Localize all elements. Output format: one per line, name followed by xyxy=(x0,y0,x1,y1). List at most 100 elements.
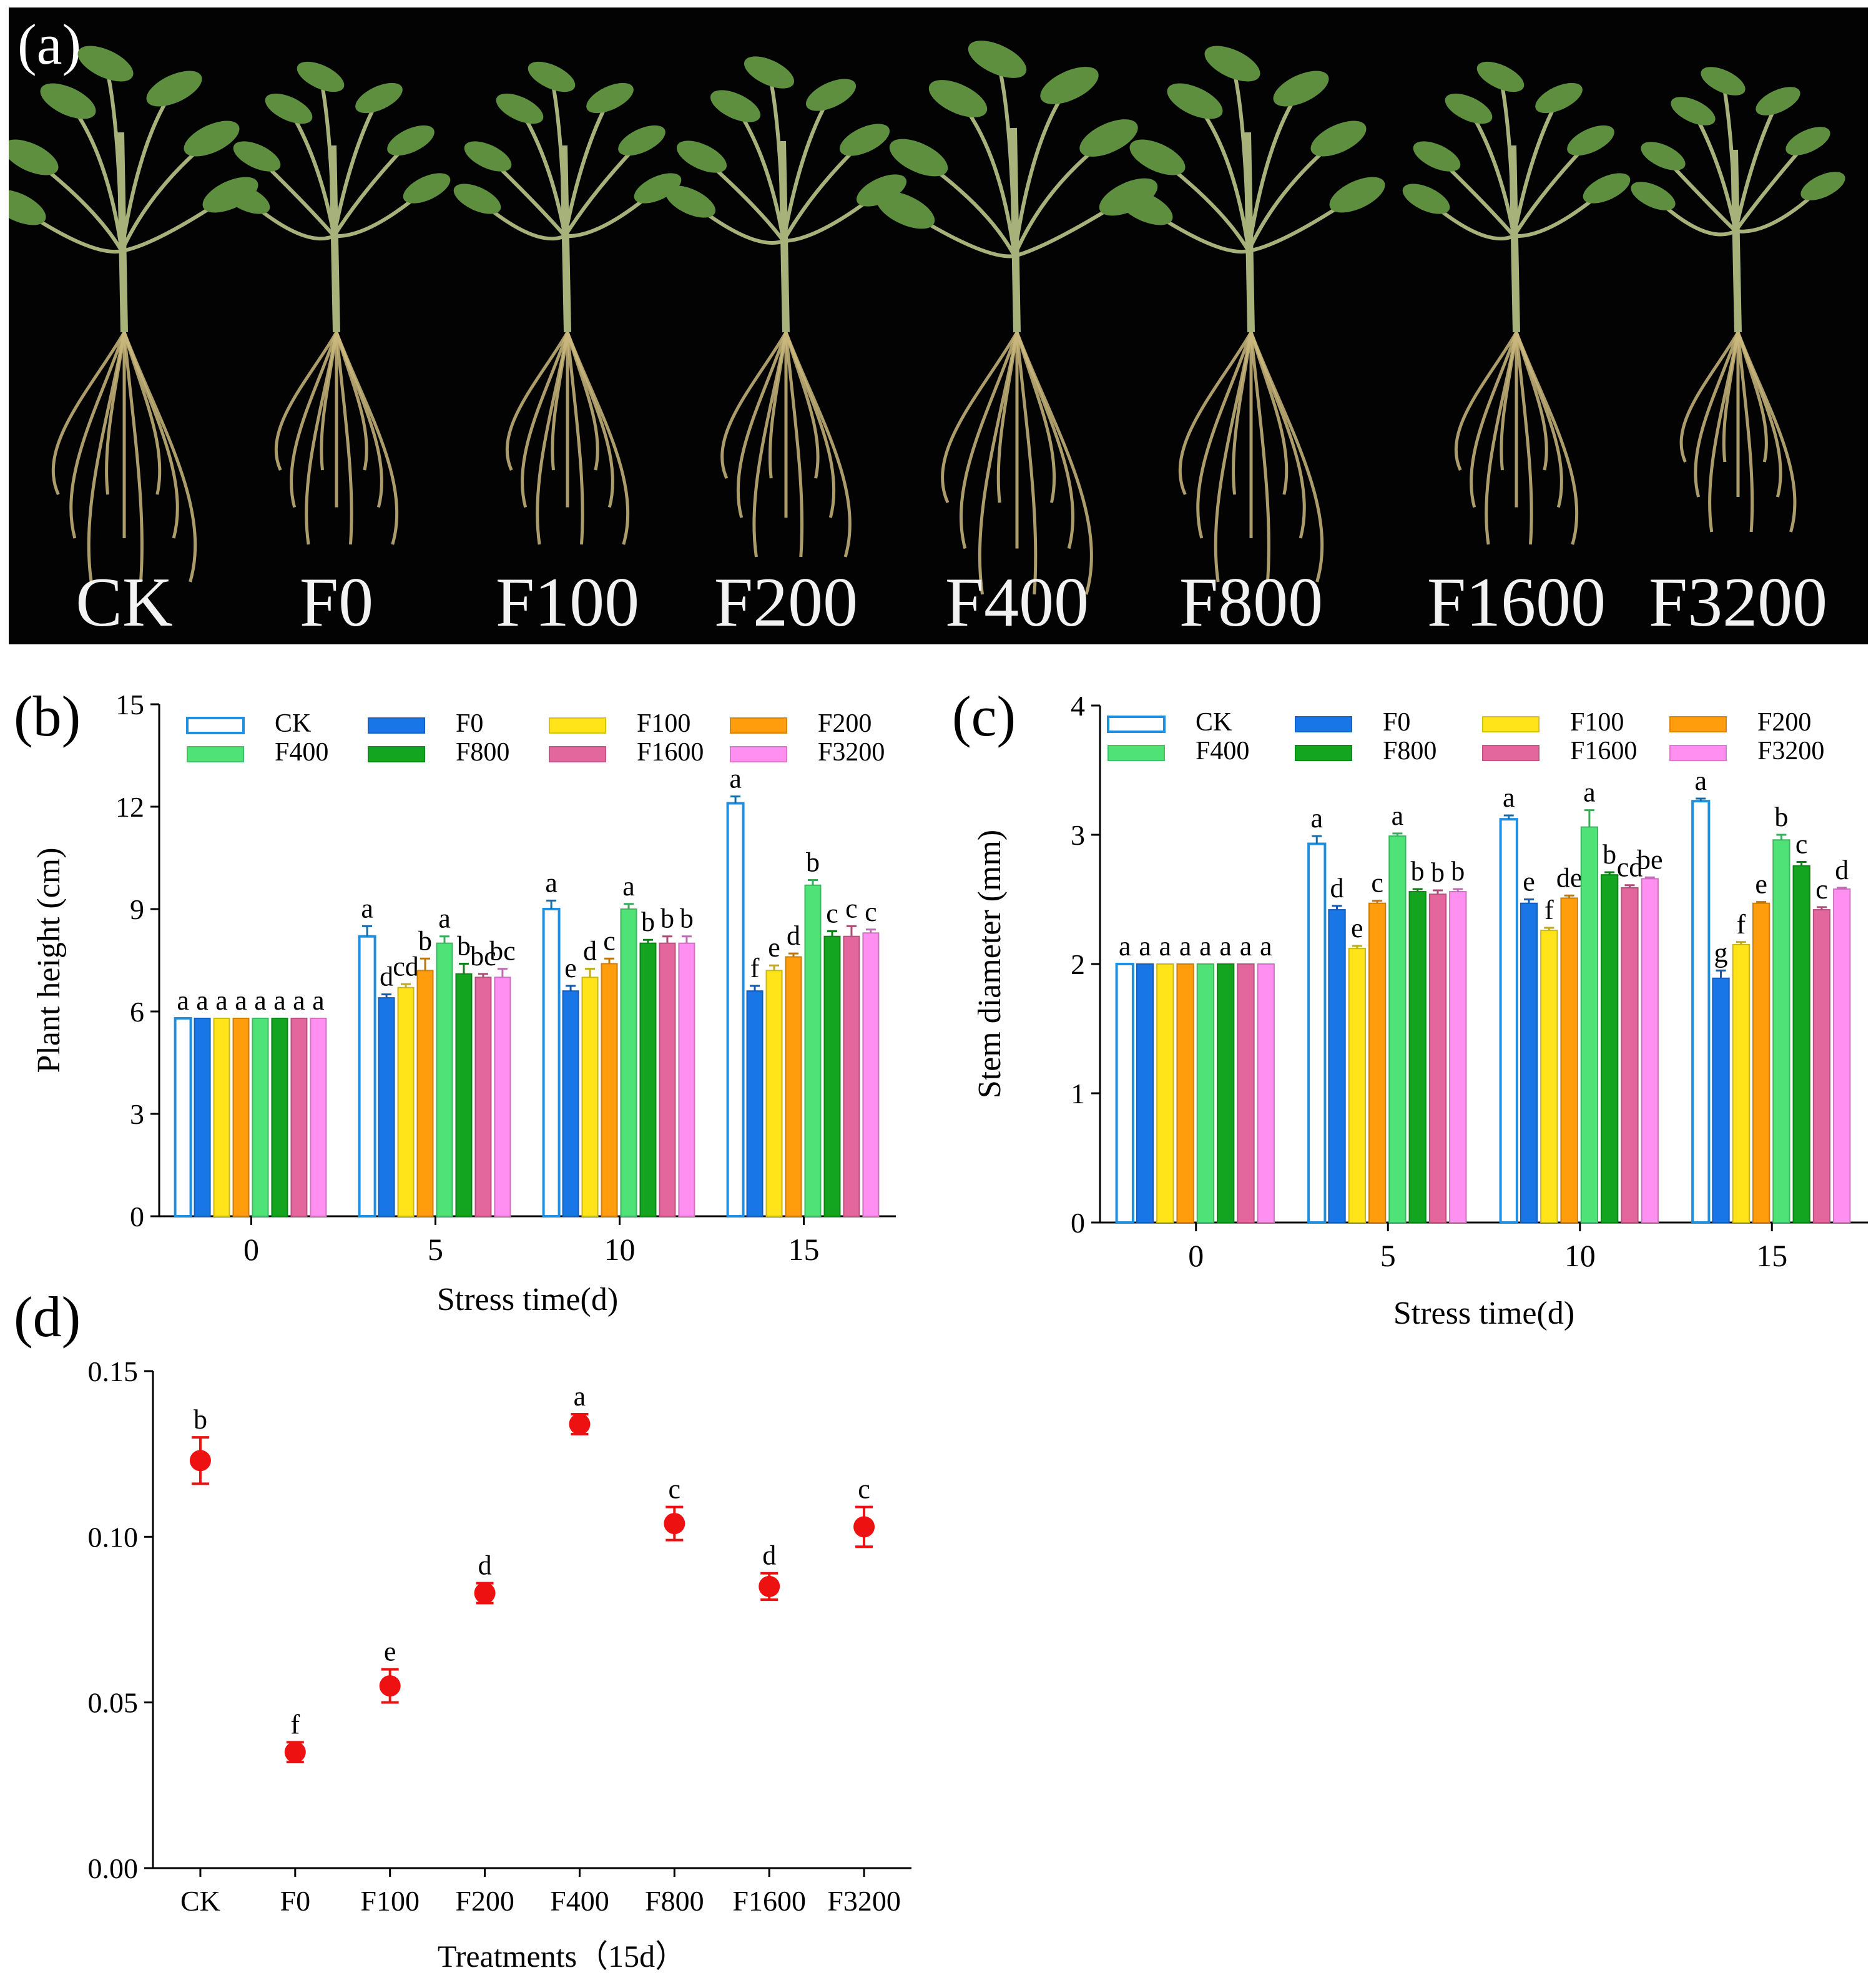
legend-swatch-f800 xyxy=(368,746,425,762)
root-strand xyxy=(1454,331,1518,471)
branch xyxy=(1498,76,1516,237)
legend-swatch-f400 xyxy=(187,746,244,762)
x-axis-label: Stress time(d) xyxy=(437,1282,618,1317)
legend-label-f0: F0 xyxy=(456,709,483,738)
leaf xyxy=(839,124,890,156)
legend-label-f100: F100 xyxy=(1570,708,1624,737)
y-axis-label: Stem diameter (mm) xyxy=(972,830,1008,1098)
bar-f800 xyxy=(455,973,473,1218)
panel-label-d: (d) xyxy=(14,1285,81,1349)
x-tick-label: 5 xyxy=(1380,1238,1396,1273)
plant-photo-panel: (a) CK F0 F100 F200 F400 F800 F1600 F3200 xyxy=(9,7,1868,644)
leaf xyxy=(9,139,59,175)
significance-letter: a xyxy=(1139,931,1151,962)
plant-f3200: F3200 xyxy=(1631,67,1845,641)
bar-f1600 xyxy=(843,935,860,1217)
significance-letter: g xyxy=(1714,937,1728,968)
significance-letter: c xyxy=(865,897,877,927)
significance-letter: a xyxy=(196,985,209,1016)
significance-letter: b xyxy=(1451,856,1465,887)
leaf xyxy=(805,79,857,111)
x-tick-label: F3200 xyxy=(827,1885,901,1917)
bar-f0 xyxy=(1136,963,1154,1223)
x-tick-label: F400 xyxy=(550,1885,609,1917)
leaf xyxy=(1273,71,1329,107)
leaf xyxy=(1040,67,1099,104)
bar-f800 xyxy=(271,1017,288,1218)
leaf xyxy=(1079,119,1138,157)
leaf xyxy=(1310,121,1367,157)
bar-f3200 xyxy=(310,1017,327,1218)
leaf xyxy=(676,140,727,173)
plant-label-f0: F0 xyxy=(300,564,373,641)
root-strand xyxy=(335,332,399,545)
significance-letter: a xyxy=(1260,931,1272,962)
root-strand xyxy=(1015,332,1093,595)
plant-label-f200: F200 xyxy=(714,564,858,641)
legend-label-f100: F100 xyxy=(637,709,690,738)
data-point-f0 xyxy=(284,1741,306,1763)
significance-letter: a xyxy=(1199,931,1212,962)
bar-f200 xyxy=(785,956,802,1217)
leaf xyxy=(1204,46,1260,82)
bar-f100 xyxy=(581,977,599,1218)
leaf xyxy=(1756,87,1800,116)
legend-swatch-f3200 xyxy=(1669,745,1727,761)
leaf xyxy=(1535,82,1583,114)
bar-f0 xyxy=(1520,902,1538,1223)
legend-swatch-ck xyxy=(1107,716,1166,733)
root-strand xyxy=(1736,332,1797,533)
bar-f800 xyxy=(1792,865,1810,1224)
data-point-f1600 xyxy=(759,1575,780,1597)
significance-letter: e xyxy=(768,932,780,963)
leaf xyxy=(387,125,435,156)
plant-label-f400: F400 xyxy=(945,564,1089,641)
significance-letter: cd xyxy=(1617,852,1643,883)
root-strand xyxy=(51,331,126,496)
leaf xyxy=(297,61,345,92)
leaf xyxy=(618,125,665,156)
significance-letter: c xyxy=(858,1474,870,1505)
bar-f400 xyxy=(1196,963,1215,1223)
bar-f400 xyxy=(1580,826,1599,1223)
x-tick-label: 0 xyxy=(243,1232,259,1267)
legend-label-f0: F0 xyxy=(1383,708,1410,737)
bar-f3200 xyxy=(678,942,695,1217)
significance-letter: a xyxy=(215,985,228,1016)
leaf xyxy=(184,121,240,157)
y-tick-label: 0.05 xyxy=(88,1687,139,1719)
leaf xyxy=(889,139,948,177)
significance-letter: a xyxy=(254,985,267,1016)
root-strand xyxy=(274,331,338,471)
y-tick-label: 0.10 xyxy=(88,1521,139,1553)
bar-f800 xyxy=(1601,874,1619,1224)
bar-f200 xyxy=(601,963,618,1217)
leaf xyxy=(928,80,988,117)
legend-swatch-ck xyxy=(186,717,245,734)
significance-letter: f xyxy=(1545,895,1554,925)
bar-f0 xyxy=(194,1017,211,1218)
x-tick-label: F800 xyxy=(645,1885,704,1917)
legend-label-f800: F800 xyxy=(1383,737,1436,765)
root-strand xyxy=(1015,332,1038,595)
root-strand xyxy=(122,332,144,583)
legend-label-f400: F400 xyxy=(275,738,328,767)
bar-f100 xyxy=(765,970,783,1218)
bar-f0 xyxy=(1712,977,1730,1224)
x-tick-label: 5 xyxy=(428,1232,443,1267)
y-tick-label: 3 xyxy=(1071,819,1085,851)
leaf xyxy=(146,71,202,107)
leaf xyxy=(856,174,907,207)
leaf xyxy=(1476,61,1525,92)
root-strand xyxy=(1515,332,1533,545)
leaf xyxy=(222,184,270,214)
root-strand xyxy=(768,332,788,479)
leaf xyxy=(1800,172,1845,200)
legend-swatch-f1600 xyxy=(1482,745,1540,761)
bar-f400 xyxy=(252,1017,269,1218)
significance-letter: a xyxy=(1310,803,1323,834)
x-tick-label: 15 xyxy=(788,1232,820,1267)
leaf xyxy=(876,191,935,229)
significance-letter: b xyxy=(680,903,694,934)
bar-f0 xyxy=(1328,909,1346,1224)
